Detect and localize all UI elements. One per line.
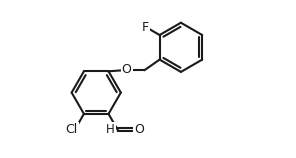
Text: O: O [134, 123, 144, 136]
Text: O: O [122, 64, 132, 76]
Text: H: H [106, 123, 115, 136]
Text: F: F [142, 21, 149, 34]
Text: Cl: Cl [65, 123, 78, 136]
